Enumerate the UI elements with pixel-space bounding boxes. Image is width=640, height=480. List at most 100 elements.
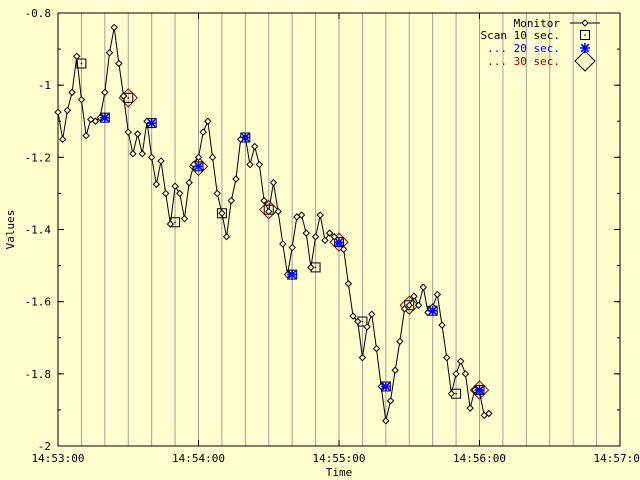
grid (80, 13, 598, 446)
point-monitor (54, 108, 62, 116)
point-monitor (344, 279, 353, 288)
point-monitor (110, 23, 118, 32)
point-monitor (255, 160, 264, 169)
point-monitor (349, 312, 357, 320)
point-monitor (105, 48, 114, 57)
series-layer (54, 23, 493, 425)
y-tick-label: -2 (38, 440, 51, 453)
point-monitor (419, 283, 428, 291)
y-axis-label: Values (4, 210, 17, 250)
point-monitor (185, 178, 193, 187)
point-20-sec (380, 381, 391, 392)
point-monitor (433, 290, 442, 299)
point-monitor (91, 117, 100, 125)
legend-marker-10-sec (580, 30, 590, 40)
point-monitor (382, 417, 390, 425)
point-monitor (208, 153, 217, 162)
point-monitor (457, 357, 465, 365)
point-monitor (204, 117, 212, 125)
x-tick-label: 14:57:00 (594, 452, 640, 465)
point-20-sec (334, 237, 344, 248)
point-10-sec (216, 208, 227, 219)
point-monitor (279, 240, 287, 248)
point-monitor (138, 150, 147, 158)
point-monitor (129, 150, 137, 158)
point-monitor (152, 180, 161, 189)
point-monitor (461, 370, 470, 378)
point-monitor (147, 153, 156, 162)
point-monitor (307, 263, 315, 272)
point-monitor (372, 344, 381, 353)
point-monitor (391, 366, 399, 374)
point-10-sec-dot (361, 320, 364, 323)
point-20-sec (474, 385, 485, 396)
point-monitor (194, 153, 203, 162)
point-monitor (171, 182, 179, 190)
point-monitor (311, 233, 320, 241)
point-monitor (115, 59, 123, 68)
point-20-sec (99, 112, 110, 123)
point-monitor (77, 95, 86, 104)
point-monitor (63, 106, 72, 115)
point-10-sec (404, 300, 415, 311)
legend-marker-10-sec-dot (584, 34, 586, 36)
point-monitor (325, 229, 334, 237)
point-monitor (316, 211, 324, 219)
point-monitor (302, 229, 310, 237)
point-monitor (199, 128, 207, 136)
point-10-sec-dot (314, 266, 317, 269)
x-tick-label: 14:53:00 (32, 452, 85, 465)
point-monitor (339, 245, 348, 254)
y-tick-label: -0.8 (25, 7, 52, 20)
point-monitor (485, 409, 493, 418)
point-monitor (438, 321, 446, 329)
point-monitor (452, 370, 460, 378)
point-monitor (414, 301, 423, 309)
point-monitor (368, 310, 376, 319)
point-monitor (265, 207, 273, 216)
series-monitor (54, 23, 493, 425)
point-monitor (288, 243, 296, 252)
point-monitor (227, 196, 235, 205)
legend-marker-30-sec (574, 50, 596, 72)
legend-label: Scan 10 sec. (481, 29, 560, 42)
legend-marker-20-sec (580, 43, 590, 53)
y-tick-label: -1.6 (25, 296, 52, 309)
point-monitor (400, 305, 409, 313)
point-monitor (162, 189, 170, 198)
legend-marker-monitor (581, 19, 589, 27)
point-monitor (466, 404, 474, 412)
point-monitor (166, 220, 175, 228)
x-tick-label: 14:55:00 (313, 452, 366, 465)
point-monitor (222, 233, 231, 241)
point-monitor (180, 214, 189, 223)
point-monitor (447, 389, 456, 398)
point-monitor (213, 189, 221, 198)
point-20-sec (240, 132, 251, 143)
series-20-sec (99, 112, 485, 396)
point-monitor (124, 128, 132, 136)
point-monitor (321, 236, 329, 245)
point-monitor (232, 175, 240, 183)
x-tick-label: 14:54:00 (172, 452, 225, 465)
point-monitor (274, 207, 282, 216)
point-monitor (218, 209, 226, 217)
point-20-sec (427, 305, 438, 316)
point-monitor (354, 317, 362, 326)
point-monitor (396, 337, 404, 346)
x-tick-label: 14:56:00 (453, 452, 506, 465)
point-monitor (68, 88, 76, 97)
point-20-sec (146, 118, 157, 129)
point-monitor (176, 189, 184, 198)
point-monitor (363, 323, 371, 331)
legend-label: Monitor (514, 17, 561, 30)
point-20-sec (193, 161, 204, 172)
series-30-sec (118, 88, 490, 400)
point-monitor (386, 397, 395, 405)
y-tick-label: -1.8 (25, 368, 52, 381)
point-monitor (133, 130, 142, 138)
point-10-sec-dot (455, 392, 457, 395)
point-monitor (157, 157, 165, 165)
x-axis: 14:53:00 14:54:00 14:55:00 14:56:00 14:57:00 (32, 13, 640, 465)
